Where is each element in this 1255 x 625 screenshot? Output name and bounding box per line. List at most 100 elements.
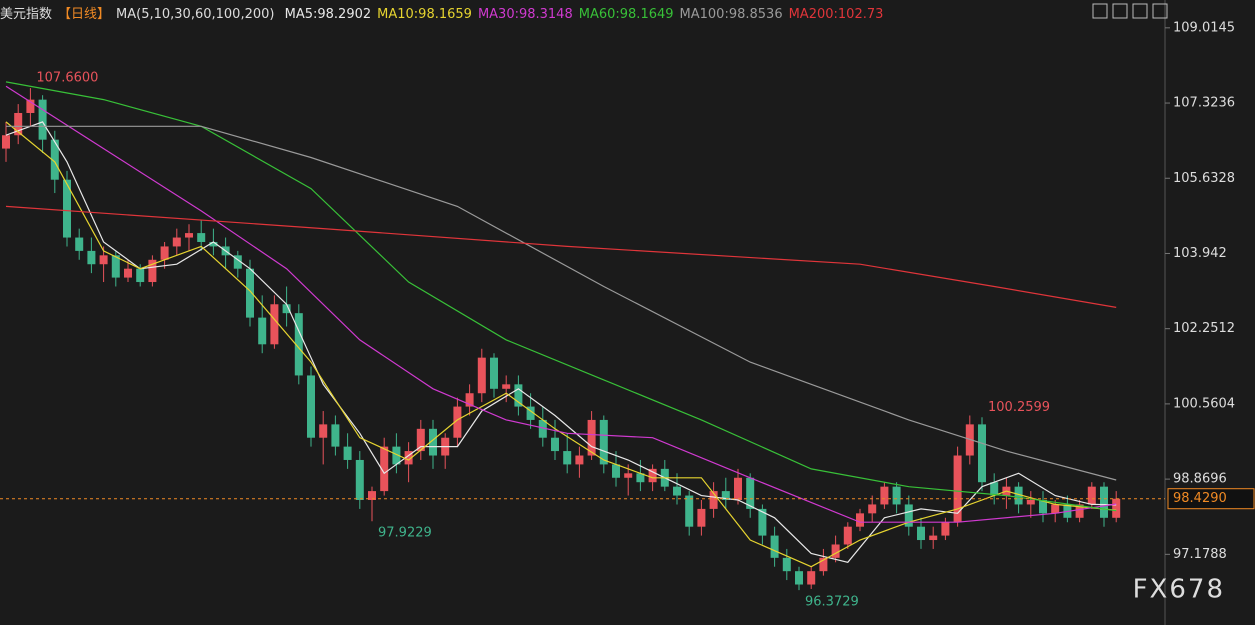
candle-body — [648, 468, 657, 483]
candle-body — [599, 419, 608, 465]
candle-body — [990, 482, 999, 496]
y-tick-label: 103.942 — [1173, 246, 1227, 261]
watermark: FX678 — [1133, 575, 1225, 605]
candle-body — [526, 406, 535, 420]
candle-body — [575, 455, 584, 465]
candle-body — [758, 508, 767, 536]
candle-body — [685, 495, 694, 527]
candle-body — [355, 459, 364, 500]
candle-body — [1112, 498, 1121, 518]
candle-body — [50, 139, 59, 180]
candle-body — [978, 424, 986, 483]
candle-body — [38, 99, 47, 140]
candle-body — [697, 508, 706, 527]
title: 美元指数 — [0, 7, 53, 22]
y-tick-label: 100.5604 — [1173, 396, 1235, 411]
candle-body — [795, 571, 803, 585]
legend-entry: MA10:98.1659 — [377, 7, 472, 22]
tool-icon[interactable] — [1092, 3, 1108, 19]
candle-body — [843, 526, 852, 545]
candle-body — [99, 255, 108, 265]
y-tick-label: 107.3236 — [1173, 96, 1235, 111]
candle-body — [587, 419, 596, 456]
legend-entry: MA200:102.73 — [788, 7, 884, 22]
candle-body — [782, 557, 791, 572]
candle-body — [465, 393, 474, 407]
candle-body — [380, 446, 389, 492]
candle-body — [502, 384, 511, 389]
candle-body — [917, 526, 925, 541]
candle-body — [831, 544, 840, 558]
candle-body — [709, 491, 718, 509]
candle-body — [636, 473, 645, 483]
candle-body — [868, 504, 877, 514]
y-tick-label: 98.8696 — [1173, 472, 1227, 487]
y-tick-label: 97.1788 — [1173, 547, 1227, 562]
candle-body — [26, 99, 35, 113]
y-tick-label: 105.6328 — [1173, 171, 1235, 186]
y-tick-label: 109.0145 — [1173, 20, 1235, 35]
candle-body — [1039, 500, 1047, 514]
period: 【日线】 — [58, 7, 111, 22]
candle-body — [319, 424, 328, 438]
toolbar — [1092, 3, 1168, 19]
candle-body — [148, 259, 157, 283]
last-price-label: 98.4290 — [1173, 491, 1227, 506]
tool-icon[interactable] — [1132, 3, 1148, 19]
candle-body — [416, 428, 425, 452]
candle-body — [2, 135, 10, 149]
candle-body — [429, 428, 437, 456]
candle-body — [392, 446, 401, 465]
candle-body — [160, 246, 169, 260]
extreme-label: 96.3729 — [805, 595, 859, 610]
candle-body — [172, 237, 181, 247]
candle-body — [770, 535, 779, 558]
candle-body — [477, 357, 486, 394]
candle-body — [75, 237, 84, 251]
tool-icon[interactable] — [1112, 3, 1128, 19]
candle-body — [904, 504, 913, 527]
indicator: MA(5,10,30,60,100,200) — [116, 7, 275, 22]
candle-body — [331, 424, 340, 447]
candle-body — [1014, 486, 1023, 505]
extreme-label: 97.9229 — [378, 526, 432, 541]
ma-line — [5, 205, 1117, 308]
candle-body — [258, 317, 267, 345]
legend-entry: MA100:98.8536 — [679, 7, 783, 22]
candle-body — [563, 451, 572, 465]
candle-body — [1051, 504, 1060, 514]
candle-body — [270, 304, 279, 345]
candle-body — [1100, 486, 1108, 518]
candle-body — [87, 250, 96, 265]
candle-body — [111, 255, 120, 278]
candle-body — [368, 491, 376, 500]
candle-body — [819, 557, 828, 572]
candle-body — [490, 357, 498, 389]
candle-body — [941, 522, 950, 536]
y-tick-label: 102.2512 — [1173, 321, 1235, 336]
candle-body — [807, 571, 816, 585]
candle-body — [514, 384, 523, 407]
ma-line — [6, 125, 1117, 481]
candle-body — [1026, 500, 1035, 505]
candle-body — [880, 486, 889, 505]
candle-body — [612, 464, 620, 478]
candle-body — [721, 491, 730, 500]
candle-body — [453, 406, 462, 438]
legend-entry: MA30:98.3148 — [477, 7, 573, 22]
extreme-label: 107.6600 — [36, 71, 98, 86]
candle-body — [856, 513, 864, 527]
candle-body — [307, 375, 315, 438]
candle-body — [282, 304, 291, 314]
legend: 美元指数 【日线】 MA(5,10,30,60,100,200) MA5:98.29… — [0, 3, 889, 22]
candle-body — [953, 455, 962, 523]
tool-icon[interactable] — [1152, 3, 1168, 19]
candle-body — [294, 313, 303, 376]
candle-body — [246, 268, 254, 318]
legend-entry: MA60:98.1649 — [578, 7, 674, 22]
last-price-box — [1167, 488, 1255, 510]
candle-body — [746, 477, 755, 509]
ma-line — [5, 81, 1117, 512]
